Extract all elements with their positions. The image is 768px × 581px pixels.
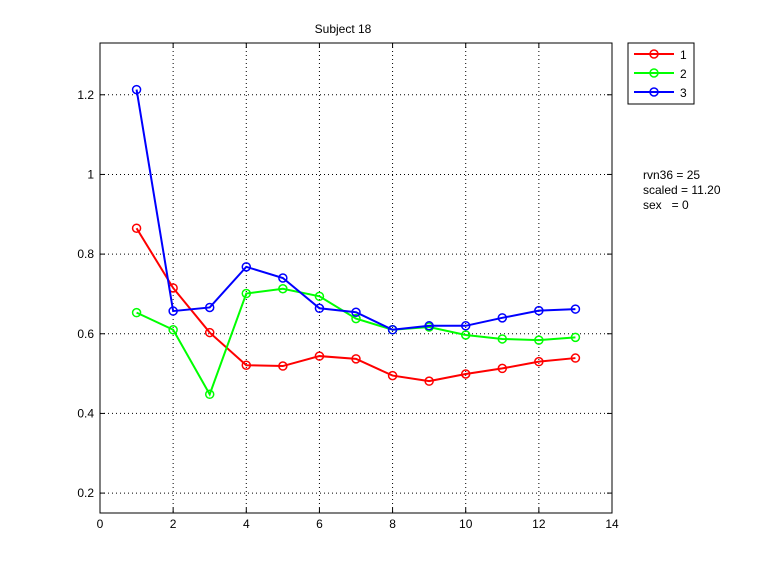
- y-axis-tick-labels: 0.2 0.4 0.6 0.8 1 1.2: [77, 88, 94, 500]
- data-point: [204, 389, 215, 400]
- data-point: [424, 376, 434, 386]
- data-point: [131, 307, 142, 318]
- x-tick-label: 12: [532, 517, 546, 531]
- x-tick-label: 2: [170, 517, 177, 531]
- legend-marker: [649, 49, 659, 59]
- x-tick-label: 6: [316, 517, 323, 531]
- data-point: [131, 223, 142, 233]
- data-point: [314, 291, 325, 302]
- data-point: [497, 363, 508, 374]
- annotation-rvn36: rvn36 = 25: [643, 168, 701, 182]
- data-point: [241, 360, 252, 370]
- chart-title: Subject 18: [315, 22, 372, 36]
- data-point: [278, 273, 288, 283]
- data-point: [351, 307, 361, 318]
- data-point: [424, 321, 434, 331]
- data-point: [351, 354, 361, 364]
- data-point: [278, 361, 288, 371]
- data-point: [460, 330, 471, 340]
- data-point: [534, 305, 544, 316]
- data-point: [534, 356, 544, 367]
- legend-item-2: 2: [634, 67, 687, 81]
- series-1: [131, 223, 581, 386]
- data-point: [168, 306, 178, 316]
- legend-label: 2: [680, 67, 687, 81]
- data-point: [131, 84, 142, 95]
- data-point: [570, 332, 581, 343]
- plot-area: [99, 42, 613, 514]
- series-group: [131, 84, 581, 400]
- series-3: [131, 84, 581, 335]
- series-2: [131, 284, 581, 400]
- axis-ticks: [99, 43, 613, 513]
- legend: 1 2 3: [627, 42, 695, 105]
- data-point: [278, 284, 288, 294]
- data-point: [351, 313, 361, 324]
- y-tick-label: 1.2: [77, 88, 94, 102]
- y-tick-label: 0.8: [77, 247, 94, 261]
- data-point: [241, 262, 252, 272]
- x-tick-label: 8: [389, 517, 396, 531]
- y-tick-label: 1: [87, 167, 94, 181]
- legend-label: 1: [680, 48, 687, 62]
- x-axis-tick-labels: 0 2 4 6 8 10 12 14: [97, 517, 619, 531]
- data-point: [241, 288, 252, 299]
- legend-item-1: 1: [634, 48, 687, 62]
- data-point: [460, 369, 471, 379]
- data-point: [534, 335, 544, 345]
- x-tick-label: 10: [459, 517, 473, 531]
- legend-label: 3: [680, 86, 687, 100]
- data-point: [204, 302, 215, 313]
- data-point: [314, 303, 325, 314]
- data-point: [204, 327, 215, 338]
- series-line-3: [135, 89, 576, 331]
- y-tick-label: 0.4: [77, 406, 94, 420]
- data-point: [497, 334, 508, 344]
- annotation-scaled: scaled = 11.20: [643, 183, 721, 197]
- x-tick-label: 0: [97, 517, 104, 531]
- y-tick-label: 0.6: [77, 327, 94, 341]
- legend-marker: [649, 68, 659, 78]
- data-point: [460, 321, 471, 331]
- data-point: [570, 353, 581, 363]
- data-point: [387, 325, 398, 335]
- x-tick-label: 14: [605, 517, 619, 531]
- grid: [100, 43, 612, 513]
- x-tick-label: 4: [243, 517, 250, 531]
- data-point: [387, 370, 398, 381]
- legend-marker: [649, 87, 659, 97]
- legend-item-3: 3: [634, 86, 687, 100]
- data-point: [570, 304, 581, 314]
- data-point: [314, 351, 325, 361]
- series-line-1: [135, 227, 576, 383]
- series-line-2: [136, 287, 576, 397]
- data-point: [168, 325, 178, 335]
- data-point: [497, 313, 508, 323]
- annotation-sex: sex = 0: [643, 198, 689, 212]
- y-tick-label: 0.2: [77, 486, 94, 500]
